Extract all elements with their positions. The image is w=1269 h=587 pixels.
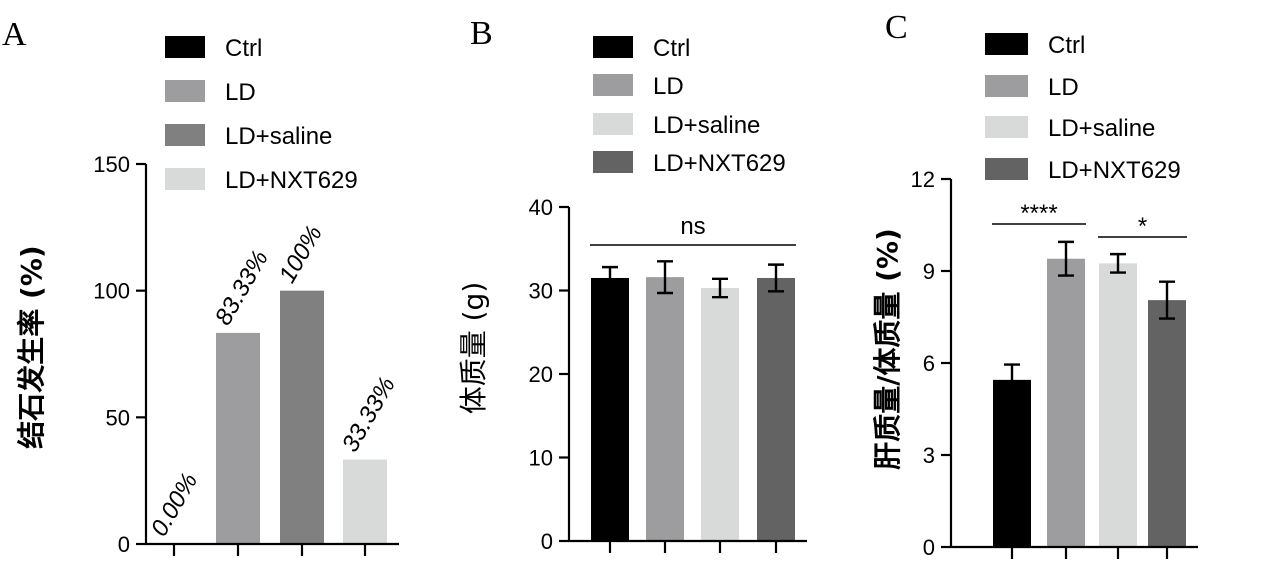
y-tick-label: 12 xyxy=(911,167,935,192)
error-bar xyxy=(1159,280,1175,320)
bar xyxy=(216,332,260,544)
bar xyxy=(343,459,387,544)
bar xyxy=(591,277,629,541)
panel-letter: B xyxy=(470,15,493,52)
legend-label: LD xyxy=(1048,74,1079,101)
y-tick-label: 0 xyxy=(541,529,553,554)
error-bar xyxy=(1004,363,1020,397)
legend-label: LD+NXT629 xyxy=(653,150,786,177)
significance-label: ns xyxy=(680,213,705,240)
legend-swatch xyxy=(165,36,205,58)
y-tick-label: 0 xyxy=(118,532,130,557)
legend-label: LD+NXT629 xyxy=(225,167,358,194)
legend-swatch xyxy=(593,113,633,135)
data-label: 83.33% xyxy=(210,246,274,330)
y-tick-label: 30 xyxy=(529,279,553,304)
data-label: 33.33% xyxy=(337,373,401,457)
y-tick-label: 40 xyxy=(529,195,553,220)
bar xyxy=(757,277,795,541)
y-tick-label: 9 xyxy=(923,259,935,284)
y-tick-label: 3 xyxy=(923,443,935,468)
legend-swatch xyxy=(985,158,1028,180)
bar xyxy=(646,277,684,541)
legend-swatch xyxy=(985,75,1028,97)
error-bar xyxy=(1058,240,1074,277)
bar xyxy=(701,287,739,541)
legend-swatch xyxy=(985,116,1028,138)
legend-label: Ctrl xyxy=(653,35,690,62)
legend-swatch xyxy=(593,74,633,96)
error-bar xyxy=(657,260,673,295)
data-label: 100% xyxy=(274,221,328,288)
y-tick-label: 20 xyxy=(529,362,553,387)
error-bar xyxy=(1110,252,1126,274)
panel-letter: C xyxy=(885,9,908,46)
y-axis-label: 结石发生率 (%) xyxy=(15,245,48,448)
legend-swatch xyxy=(165,80,205,102)
bar xyxy=(993,379,1031,547)
legend-label: Ctrl xyxy=(225,35,262,62)
significance-label: **** xyxy=(1020,200,1057,227)
y-tick-label: 10 xyxy=(529,446,553,471)
y-tick-label: 150 xyxy=(93,152,130,177)
bar xyxy=(280,290,324,544)
y-axis-label: 肝质量/体质量 (%) xyxy=(871,228,904,470)
error-bar xyxy=(602,265,618,291)
error-bar xyxy=(768,263,784,293)
panel-letter: A xyxy=(2,16,27,53)
legend-label: LD+saline xyxy=(1048,115,1155,142)
chart-panel-b: B Ctrl LD LD+saline LD+NXT629 ns 0 10 20 30 40 体质量 … xyxy=(457,15,807,554)
legend-swatch xyxy=(593,36,633,58)
y-tick-label: 50 xyxy=(106,405,130,430)
legend-swatch xyxy=(593,151,633,173)
bar xyxy=(1148,300,1186,547)
chart-panel-a: A Ctrl LD LD+saline LD+NXT629 0.00% 83.33% 100%… xyxy=(2,16,401,557)
y-tick-label: 0 xyxy=(923,535,935,560)
data-label: 0.00% xyxy=(146,469,203,541)
y-tick-label: 100 xyxy=(93,279,130,304)
bar xyxy=(1047,258,1085,547)
error-bar xyxy=(712,277,728,299)
legend-label: LD+saline xyxy=(225,123,332,150)
legend-swatch xyxy=(165,168,205,190)
bar xyxy=(1099,263,1137,547)
legend-label: LD+saline xyxy=(653,112,760,139)
legend-label: LD xyxy=(653,73,684,100)
y-axis-label: 体质量 (g) xyxy=(457,282,490,415)
y-tick-label: 6 xyxy=(923,351,935,376)
legend-swatch xyxy=(165,124,205,146)
legend-label: Ctrl xyxy=(1048,32,1085,59)
legend-swatch xyxy=(985,33,1028,55)
legend-label: LD+NXT629 xyxy=(1048,157,1181,184)
legend-label: LD xyxy=(225,79,256,106)
significance-label: * xyxy=(1138,213,1147,240)
